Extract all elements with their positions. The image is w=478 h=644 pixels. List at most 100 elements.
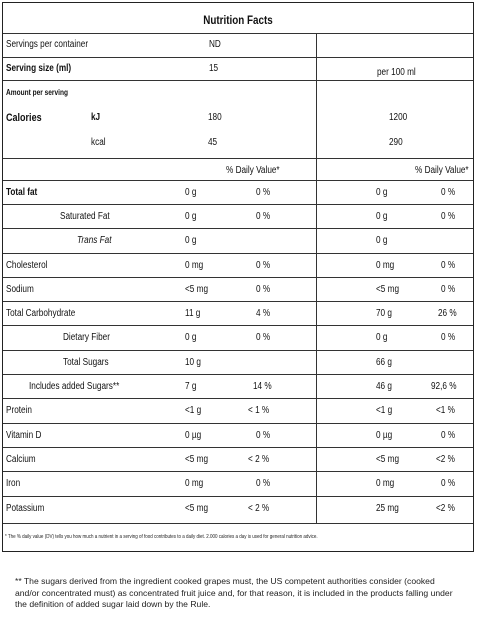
row-divider (3, 325, 473, 326)
amount-per-100-value: <1 g (376, 405, 393, 416)
daily-value-percent: 0 % (256, 211, 271, 222)
daily-value-percent-per-100: 0 % (441, 284, 456, 295)
nutrient-name: Iron (6, 478, 21, 489)
amount-per-serving-value: 7 g (185, 381, 197, 392)
daily-value-percent-per-100: 0 % (441, 260, 456, 271)
serving-size-value: 15 (209, 63, 219, 74)
nutrient-name: Total fat (6, 187, 38, 198)
daily-value-footnote: * The % daily value (DV) tells you how m… (5, 534, 318, 540)
daily-value-percent-per-100: 26 % (438, 308, 457, 319)
daily-value-percent-per-100: <1 % (436, 405, 455, 416)
dv-header-per-100: % Daily Value* (415, 165, 469, 176)
divider (3, 57, 473, 58)
amount-per-100-value: 66 g (376, 357, 392, 368)
row-divider (3, 180, 473, 181)
amount-per-serving-value: 10 g (185, 357, 201, 368)
daily-value-percent-per-100: 0 % (441, 478, 456, 489)
row-divider (3, 301, 473, 302)
amount-per-100-value: 0 mg (376, 260, 395, 271)
amount-per-serving-value: 0 µg (185, 430, 202, 441)
nutrient-name: Protein (6, 405, 32, 416)
nutrient-name: Sodium (6, 284, 34, 295)
amount-per-serving-value: 0 g (185, 187, 197, 198)
daily-value-percent-per-100: 0 % (441, 211, 456, 222)
divider (3, 33, 473, 34)
amount-per-serving: Amount per serving (6, 88, 68, 97)
row-divider (3, 398, 473, 399)
nutrient-name: Total Carbohydrate (6, 308, 76, 319)
amount-per-serving-value: 0 g (185, 332, 197, 343)
divider (3, 158, 473, 159)
kcal-label: kcal (91, 137, 106, 148)
daily-value-percent: 0 % (256, 284, 271, 295)
amount-per-100-value: <5 mg (376, 454, 400, 465)
divider (3, 523, 473, 524)
daily-value-percent: < 2 % (248, 503, 270, 514)
dv-header: % Daily Value* (226, 165, 280, 176)
divider (3, 80, 473, 81)
daily-value-percent: < 2 % (248, 454, 270, 465)
daily-value-percent: 0 % (256, 187, 271, 198)
amount-per-100-value: 0 µg (376, 430, 393, 441)
daily-value-percent-per-100: <2 % (436, 454, 455, 465)
added-sugar-note: ** The sugars derived from the ingredien… (15, 576, 453, 609)
amount-per-serving-value: 11 g (185, 308, 201, 319)
amount-per-serving-value: <1 g (185, 405, 202, 416)
row-divider (3, 496, 473, 497)
daily-value-percent-per-100: <2 % (436, 503, 455, 514)
amount-per-100-value: 0 g (376, 332, 388, 343)
servings-per-container-label: Servings per container (6, 39, 89, 50)
row-divider (3, 253, 473, 254)
nutrient-name: Cholesterol (6, 260, 48, 271)
daily-value-percent: 14 % (253, 381, 272, 392)
amount-per-serving-value: <5 mg (185, 454, 209, 465)
nutrient-name: Includes added Sugars** (29, 381, 120, 392)
amount-per-100-value: 0 g (376, 235, 388, 246)
amount-per-100-value: 0 mg (376, 478, 395, 489)
daily-value-percent-per-100: 92,6 % (431, 381, 457, 392)
panel-title: Nutrition Facts (203, 13, 273, 27)
amount-per-100-value: 0 g (376, 211, 388, 222)
per-100-header: per 100 ml (377, 67, 416, 78)
daily-value-percent: 0 % (256, 430, 271, 441)
row-divider (3, 447, 473, 448)
amount-per-serving-value: 0 g (185, 211, 197, 222)
daily-value-percent-per-100: 0 % (441, 430, 456, 441)
amount-per-serving-value: <5 mg (185, 284, 209, 295)
row-divider (3, 277, 473, 278)
amount-per-100-value: 46 g (376, 381, 392, 392)
nutrient-name: Trans Fat (77, 235, 112, 246)
amount-per-100-value: 25 mg (376, 503, 399, 514)
daily-value-percent-per-100: 0 % (441, 332, 456, 343)
column-divider (316, 33, 317, 523)
amount-per-serving-value: 0 mg (185, 478, 204, 489)
row-divider (3, 228, 473, 229)
daily-value-percent: 4 % (256, 308, 271, 319)
amount-per-100-value: <5 mg (376, 284, 400, 295)
nutrient-name: Dietary Fiber (63, 332, 110, 343)
nutrient-name: Vitamin D (6, 430, 42, 441)
nutrition-facts-panel: Nutrition Facts Servings per container N… (2, 2, 474, 552)
nutrient-name: Total Sugars (63, 357, 109, 368)
nutrient-name: Potassium (6, 503, 45, 514)
nutrient-name: Calcium (6, 454, 36, 465)
servings-per-container-value: ND (209, 39, 221, 50)
row-divider (3, 204, 473, 205)
kj-per-100: 1200 (389, 112, 408, 123)
calories-label: Calories (6, 112, 42, 124)
row-divider (3, 350, 473, 351)
kcal-value: 45 (208, 137, 218, 148)
kcal-per-100: 290 (389, 137, 403, 148)
serving-size-label: Serving size (ml) (6, 63, 72, 74)
amount-per-100-value: 70 g (376, 308, 392, 319)
kj-label: kJ (91, 112, 101, 123)
daily-value-percent: 0 % (256, 478, 271, 489)
row-divider (3, 374, 473, 375)
amount-per-100-value: 0 g (376, 187, 388, 198)
daily-value-percent: 0 % (256, 332, 271, 343)
daily-value-percent: 0 % (256, 260, 271, 271)
daily-value-percent-per-100: 0 % (441, 187, 456, 198)
nutrient-name: Saturated Fat (60, 211, 110, 222)
daily-value-percent: < 1 % (248, 405, 270, 416)
amount-per-serving-value: <5 mg (185, 503, 209, 514)
